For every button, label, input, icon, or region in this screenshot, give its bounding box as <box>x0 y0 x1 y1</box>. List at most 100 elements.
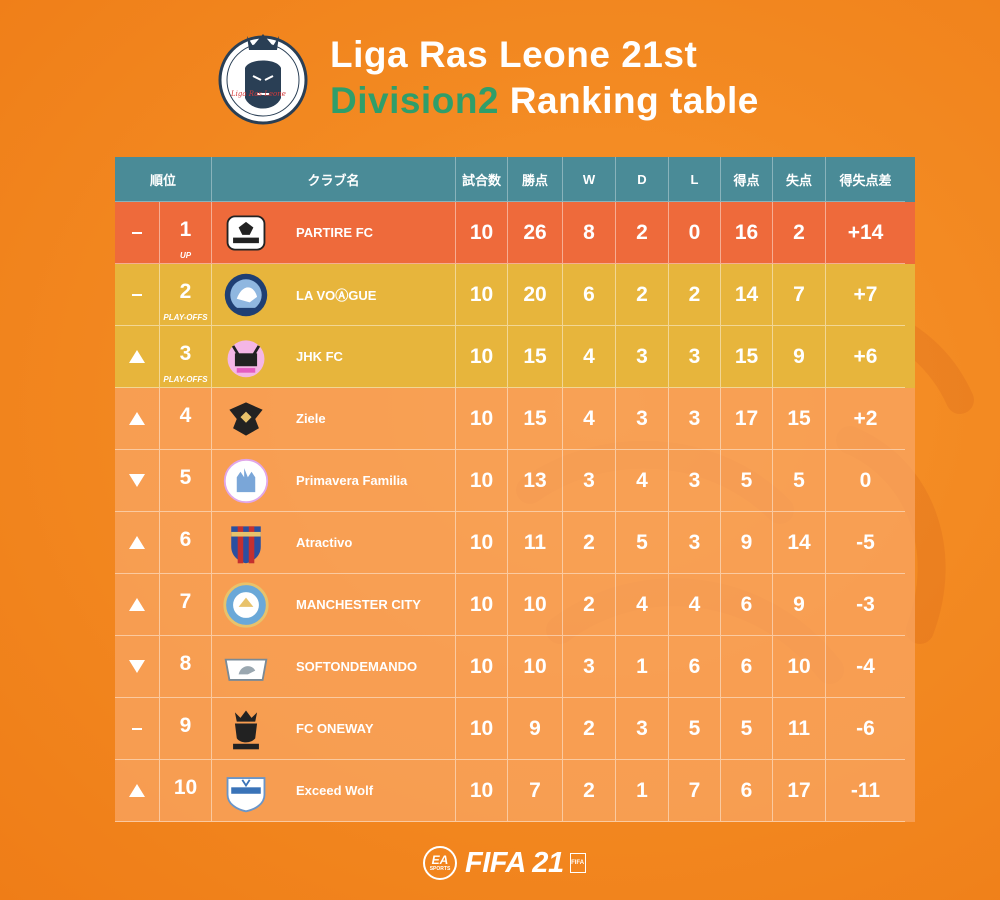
wins-value: 2 <box>563 512 616 574</box>
played-value: 10 <box>456 202 508 264</box>
rank-movement <box>115 760 160 822</box>
move-up-icon <box>129 598 145 611</box>
table-row: 3 PLAY-OFFS JHK FC 10 15 4 3 3 15 9 +6 <box>115 326 915 388</box>
table-row: 8 SOFTONDEMANDO 10 10 3 1 6 6 10 -4 <box>115 636 915 698</box>
goal-difference-value: -3 <box>826 574 905 636</box>
losses-value: 3 <box>669 326 721 388</box>
logo-text: Liga Ras Leone <box>230 90 286 98</box>
points-value: 15 <box>508 326 563 388</box>
goal-difference-value: +2 <box>826 388 905 450</box>
rank-note: PLAY-OFFS <box>163 313 208 322</box>
ranking-table-label: Ranking table <box>499 80 759 121</box>
goals-for-value: 6 <box>721 636 773 698</box>
losses-value: 6 <box>669 636 721 698</box>
draws-value: 3 <box>616 326 669 388</box>
rank-cell: 9 <box>160 698 212 760</box>
goals-against-value: 9 <box>773 574 826 636</box>
ranking-table: 順位 クラブ名 試合数 勝点 W D L 得点 失点 得失点差 1 UP PARTI… <box>115 157 915 822</box>
draws-value: 3 <box>616 388 669 450</box>
rank-movement <box>115 698 160 760</box>
club-name: SOFTONDEMANDO <box>296 659 418 674</box>
wins-value: 4 <box>563 326 616 388</box>
move-up-icon <box>129 412 145 425</box>
points-value: 9 <box>508 698 563 760</box>
division-label: Division2 <box>330 80 499 121</box>
points-value: 26 <box>508 202 563 264</box>
col-played: 試合数 <box>456 157 508 202</box>
exceed-crest-icon <box>220 765 272 817</box>
wins-value: 2 <box>563 760 616 822</box>
wins-value: 8 <box>563 202 616 264</box>
played-value: 10 <box>456 512 508 574</box>
club-cell: Primavera Familia <box>212 450 456 512</box>
ea-sub-text: SPORTS <box>429 866 451 872</box>
goals-against-value: 7 <box>773 264 826 326</box>
club-name: Ziele <box>296 411 326 426</box>
rank-cell: 8 <box>160 636 212 698</box>
points-value: 15 <box>508 388 563 450</box>
rank-cell: 5 <box>160 450 212 512</box>
goal-difference-value: -6 <box>826 698 905 760</box>
move-up-icon <box>129 350 145 363</box>
page-title: Liga Ras Leone 21st <box>330 34 698 75</box>
goals-for-value: 6 <box>721 760 773 822</box>
rank-number: 6 <box>179 527 192 551</box>
played-value: 10 <box>456 574 508 636</box>
goals-against-value: 2 <box>773 202 826 264</box>
goals-against-value: 14 <box>773 512 826 574</box>
col-d: D <box>616 157 669 202</box>
ea-sports-logo: EA SPORTS <box>423 846 457 880</box>
rank-number: 8 <box>179 651 192 675</box>
league-logo: Liga Ras Leone <box>218 34 308 125</box>
rank-note: UP <box>179 251 192 260</box>
played-value: 10 <box>456 698 508 760</box>
ea-text: EA <box>431 853 449 867</box>
losses-value: 4 <box>669 574 721 636</box>
played-value: 10 <box>456 450 508 512</box>
rank-number: 1 <box>179 217 192 241</box>
losses-value: 2 <box>669 264 721 326</box>
played-value: 10 <box>456 760 508 822</box>
page-subtitle: Division2 Ranking table <box>330 80 759 122</box>
rank-note: PLAY-OFFS <box>163 375 208 384</box>
goals-against-value: 9 <box>773 326 826 388</box>
goals-for-value: 5 <box>721 450 773 512</box>
rank-movement <box>115 202 160 264</box>
rank-cell: 1 UP <box>160 202 212 264</box>
move-up-icon <box>129 536 145 549</box>
rank-number: 3 <box>179 341 192 365</box>
goals-for-value: 6 <box>721 574 773 636</box>
table-row: 10 Exceed Wolf 10 7 2 1 7 6 17 -11 <box>115 760 915 822</box>
rank-number: 9 <box>179 713 192 737</box>
table-row: 2 PLAY-OFFS LA VOⒶGUE 10 20 6 2 2 14 7 +7 <box>115 264 915 326</box>
goal-difference-value: +14 <box>826 202 905 264</box>
rank-movement <box>115 264 160 326</box>
move-same-icon <box>132 231 142 234</box>
losses-value: 3 <box>669 512 721 574</box>
goal-difference-value: 0 <box>826 450 905 512</box>
draws-value: 1 <box>616 636 669 698</box>
points-value: 13 <box>508 450 563 512</box>
played-value: 10 <box>456 264 508 326</box>
club-cell: Atractivo <box>212 512 456 574</box>
rank-movement <box>115 388 160 450</box>
rank-cell: 3 PLAY-OFFS <box>160 326 212 388</box>
col-ga: 失点 <box>773 157 826 202</box>
col-w: W <box>563 157 616 202</box>
losses-value: 0 <box>669 202 721 264</box>
club-cell: LA VOⒶGUE <box>212 264 456 326</box>
city-crest-icon <box>220 579 272 631</box>
goal-difference-value: -11 <box>826 760 905 822</box>
move-same-icon <box>132 727 142 730</box>
draws-value: 2 <box>616 264 669 326</box>
striped-shield-icon <box>220 517 272 569</box>
move-same-icon <box>132 293 142 296</box>
fifa-badge: FIFA <box>569 853 586 873</box>
phoenix-crest-icon <box>220 393 272 445</box>
draws-value: 2 <box>616 202 669 264</box>
goals-against-value: 17 <box>773 760 826 822</box>
rank-movement <box>115 512 160 574</box>
club-cell: FC ONEWAY <box>212 698 456 760</box>
col-gf: 得点 <box>721 157 773 202</box>
losses-value: 3 <box>669 450 721 512</box>
